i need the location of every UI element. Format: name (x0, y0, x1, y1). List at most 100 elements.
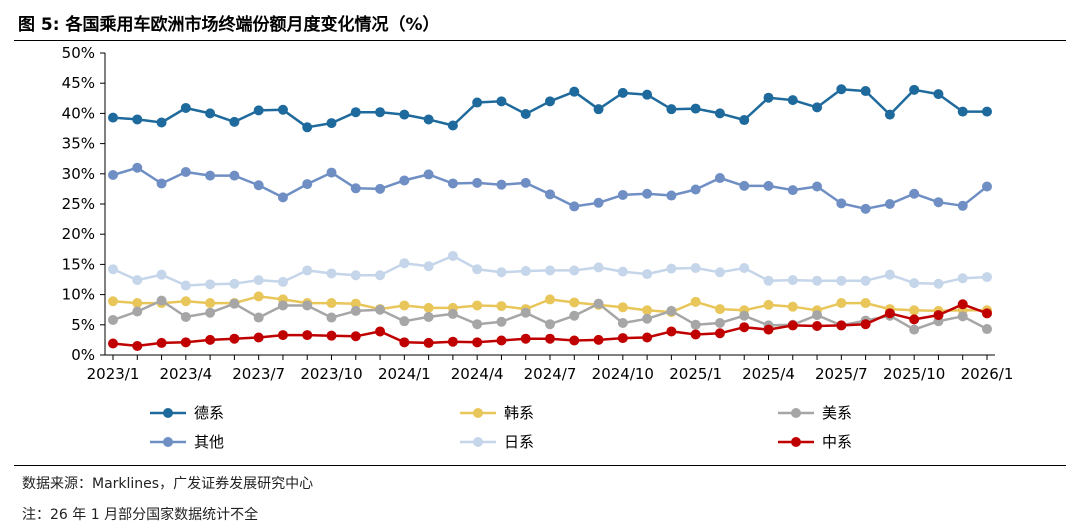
data-point (326, 330, 337, 341)
data-point (569, 335, 580, 346)
data-point (205, 279, 216, 290)
data-point (957, 273, 968, 284)
data-point (496, 301, 507, 312)
chart-series (108, 84, 992, 351)
legend-item: 德系 (150, 404, 224, 422)
data-point (132, 298, 143, 309)
data-point (666, 326, 677, 337)
chart-axes: 0% 5% 10% 15% 20% 25% 30% 35% 40% 45% 50% 2023/1 202… (62, 44, 1014, 383)
data-point (569, 86, 580, 97)
data-point (593, 334, 604, 345)
data-point (180, 102, 191, 113)
data-point (860, 86, 871, 97)
data-point (472, 97, 483, 108)
legend-label: 日系 (504, 433, 534, 451)
footnote: 注：26 年 1 月部分国家数据统计不全 (22, 507, 259, 523)
data-point (496, 96, 507, 107)
data-point (982, 181, 992, 192)
data-point (763, 180, 774, 191)
data-point (690, 329, 701, 340)
y-tick-label: 0% (71, 346, 95, 364)
data-point (326, 118, 337, 129)
data-point (812, 275, 823, 286)
x-tick-label: 2023/10 (300, 365, 362, 383)
data-point (617, 189, 628, 200)
data-point (350, 298, 361, 309)
data-point (108, 338, 118, 349)
x-tick-label: 2024/4 (451, 365, 504, 383)
y-tick-label: 25% (62, 195, 95, 213)
data-point (350, 183, 361, 194)
data-point (545, 333, 555, 344)
data-point (132, 275, 143, 286)
data-point (982, 272, 992, 283)
data-point (326, 312, 337, 323)
data-point (860, 203, 871, 214)
data-point (253, 180, 264, 191)
data-point (229, 333, 240, 344)
data-point (253, 275, 264, 286)
data-point (909, 324, 920, 335)
x-tick-label: 2024/7 (524, 365, 577, 383)
data-point (642, 89, 653, 100)
data-point (666, 263, 677, 274)
title-rule (14, 40, 1066, 41)
data-point (302, 265, 313, 276)
data-point (399, 109, 410, 120)
data-point (957, 299, 968, 310)
data-point (447, 178, 458, 189)
data-point (787, 301, 798, 312)
data-point (447, 250, 458, 261)
series-日系 (108, 250, 992, 291)
data-point (350, 107, 361, 118)
series-韩系 (108, 291, 992, 318)
data-point (836, 198, 847, 209)
data-point (909, 305, 920, 316)
data-point (132, 162, 143, 173)
data-point (496, 267, 507, 278)
data-point (617, 333, 628, 344)
data-point (423, 302, 434, 313)
figure-title: 图 5: 各国乘用车欧洲市场终端份额月度变化情况（%） (18, 15, 440, 35)
data-point (836, 298, 847, 309)
data-point (787, 275, 798, 286)
data-point (375, 270, 386, 281)
series-中系 (108, 299, 992, 351)
data-point (375, 326, 386, 337)
x-tick-label: 2026/1 (961, 365, 1014, 383)
data-point (617, 87, 628, 98)
data-point (447, 120, 458, 131)
data-point (229, 116, 240, 127)
legend-marker (473, 408, 483, 418)
data-point (180, 296, 191, 307)
data-point (714, 304, 725, 315)
data-point (617, 302, 628, 313)
data-point (690, 103, 701, 114)
data-point (763, 92, 774, 103)
data-point (642, 269, 653, 280)
data-point (520, 307, 531, 318)
data-point (108, 112, 118, 123)
data-point (642, 305, 653, 316)
data-point (326, 268, 337, 279)
data-point (277, 300, 288, 311)
data-point (593, 262, 604, 273)
data-point (180, 280, 191, 291)
legend-marker (791, 437, 801, 447)
data-point (739, 180, 750, 191)
data-point (860, 319, 871, 330)
data-point (933, 310, 944, 321)
legend-marker (791, 408, 801, 418)
data-point (787, 185, 798, 196)
data-point (933, 278, 944, 289)
data-point (763, 299, 774, 310)
data-point (277, 192, 288, 203)
series-其他 (108, 162, 992, 214)
y-tick-label: 35% (62, 135, 95, 153)
data-point (690, 263, 701, 274)
data-point (156, 269, 167, 280)
legend-item: 韩系 (460, 404, 534, 422)
x-tick-label: 2023/7 (232, 365, 285, 383)
data-point (763, 324, 774, 335)
data-point (593, 298, 604, 309)
